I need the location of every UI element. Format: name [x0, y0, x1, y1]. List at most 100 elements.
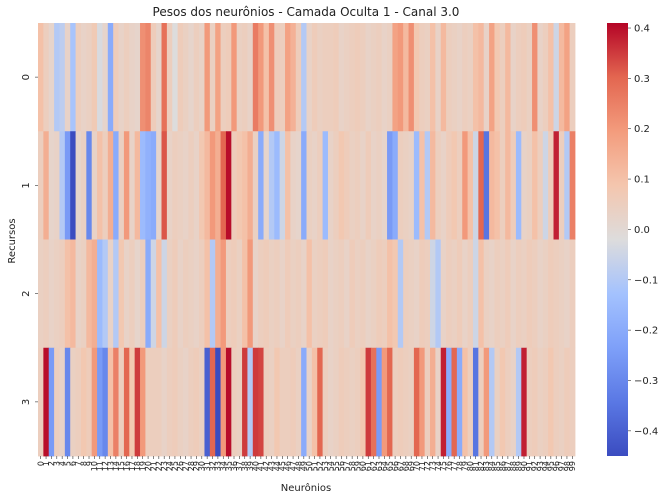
heatmap-cell [462, 131, 468, 240]
heatmap-cell [274, 347, 281, 457]
x-tick-label: 7 [74, 461, 83, 466]
y-tick-label: 1 [21, 182, 32, 188]
heatmap-cell [521, 347, 528, 457]
heatmap-cell [419, 347, 426, 457]
heatmap-cell [558, 239, 565, 349]
x-tick-label: 91 [525, 461, 534, 471]
heatmap-cell [311, 239, 318, 349]
heatmap-cell [113, 347, 119, 457]
heatmap-cell [370, 347, 377, 457]
x-tick-label: 37 [235, 461, 244, 471]
heatmap-cell [569, 239, 576, 349]
heatmap-cell [548, 239, 554, 349]
x-tick-label: 47 [289, 461, 298, 471]
heatmap-cell [327, 239, 334, 349]
x-tick-label: 41 [257, 461, 266, 471]
heatmap-cell [483, 131, 490, 240]
heatmap-cell [166, 23, 173, 132]
heatmap-cell [311, 23, 318, 132]
heatmap-cell [268, 23, 275, 132]
heatmap-cell [209, 23, 216, 132]
heatmap-cell [118, 131, 125, 240]
heatmap-cell [322, 23, 329, 132]
heatmap-cell [188, 239, 195, 349]
x-tick-label: 64 [380, 461, 389, 471]
heatmap-cell [569, 23, 576, 132]
heatmap-cell [166, 347, 173, 457]
heatmap-cell [472, 347, 479, 457]
heatmap-cell [344, 347, 350, 457]
heatmap-cell [236, 347, 243, 457]
heatmap-cell [107, 239, 114, 349]
x-tick-label: 36 [230, 461, 239, 471]
heatmap-cell [413, 23, 420, 132]
heatmap-cell [274, 131, 281, 240]
heatmap-cells [38, 23, 576, 457]
colorbar-tick-label: 0.1 [634, 175, 650, 186]
heatmap-cell [220, 23, 227, 132]
heatmap-cell [510, 347, 517, 457]
heatmap-cell [467, 131, 474, 240]
x-tick-label: 70 [412, 461, 421, 471]
heatmap-cell [75, 23, 82, 132]
x-tick-label: 12 [101, 461, 110, 471]
heatmap-cell [456, 347, 463, 457]
heatmap-cell [387, 131, 393, 240]
heatmap-cell [247, 347, 254, 457]
heatmap-cell [392, 131, 399, 240]
x-tick-label: 40 [251, 461, 260, 471]
heatmap-cell [70, 131, 76, 240]
x-tick-label: 18 [133, 461, 142, 471]
heatmap-cell [161, 347, 168, 457]
x-tick-label: 90 [520, 461, 529, 471]
heatmap-cell [70, 347, 76, 457]
heatmap-cell [75, 347, 82, 457]
x-tick-label: 26 [176, 461, 185, 471]
heatmap-cell [354, 131, 361, 240]
x-tick-label: 5 [63, 461, 72, 466]
heatmap-cell [118, 23, 125, 132]
heatmap-cell [59, 23, 66, 132]
heatmap-cell [295, 239, 302, 349]
heatmap-cell [140, 131, 146, 240]
heatmap-cell [274, 23, 281, 132]
heatmap-cell [408, 347, 415, 457]
heatmap-cell [494, 239, 501, 349]
heatmap-cell [370, 23, 377, 132]
heatmap-cell [553, 239, 560, 349]
x-axis-label: Neurônios [281, 482, 331, 494]
heatmap-cell [290, 347, 297, 457]
heatmap-cell [97, 23, 103, 132]
heatmap-cell [403, 347, 409, 457]
heatmap-cell [387, 239, 393, 349]
heatmap-cell [48, 347, 55, 457]
x-tick-label: 0 [36, 461, 45, 466]
x-tick-label: 17 [128, 461, 137, 471]
heatmap-cell [225, 347, 232, 457]
heatmap-cell [64, 239, 71, 349]
heatmap-cell [338, 131, 345, 240]
heatmap-cell [505, 239, 511, 349]
x-tick-label: 14 [112, 461, 121, 471]
heatmap-cell [199, 239, 205, 349]
heatmap-cell [553, 23, 560, 132]
heatmap-cell [268, 347, 275, 457]
heatmap-cell [258, 347, 264, 457]
heatmap-cell [48, 131, 55, 240]
heatmap-cell [505, 23, 511, 132]
heatmap-cell [327, 131, 334, 240]
x-tick-label: 4 [58, 461, 67, 466]
heatmap-cell [145, 131, 152, 240]
heatmap-cell [317, 131, 324, 240]
colorbar-tick-label: 0.2 [634, 124, 650, 135]
heatmap-cell [145, 239, 152, 349]
heatmap-cell [43, 347, 50, 457]
heatmap-cell [440, 347, 447, 457]
heatmap-cell [306, 131, 313, 240]
x-tick-label: 52 [316, 461, 325, 471]
heatmap-cell [166, 131, 173, 240]
heatmap-cell [263, 23, 270, 132]
colorbar-tick-label: −0.2 [634, 326, 658, 337]
heatmap-cell [215, 239, 221, 349]
heatmap-cell [247, 131, 254, 240]
